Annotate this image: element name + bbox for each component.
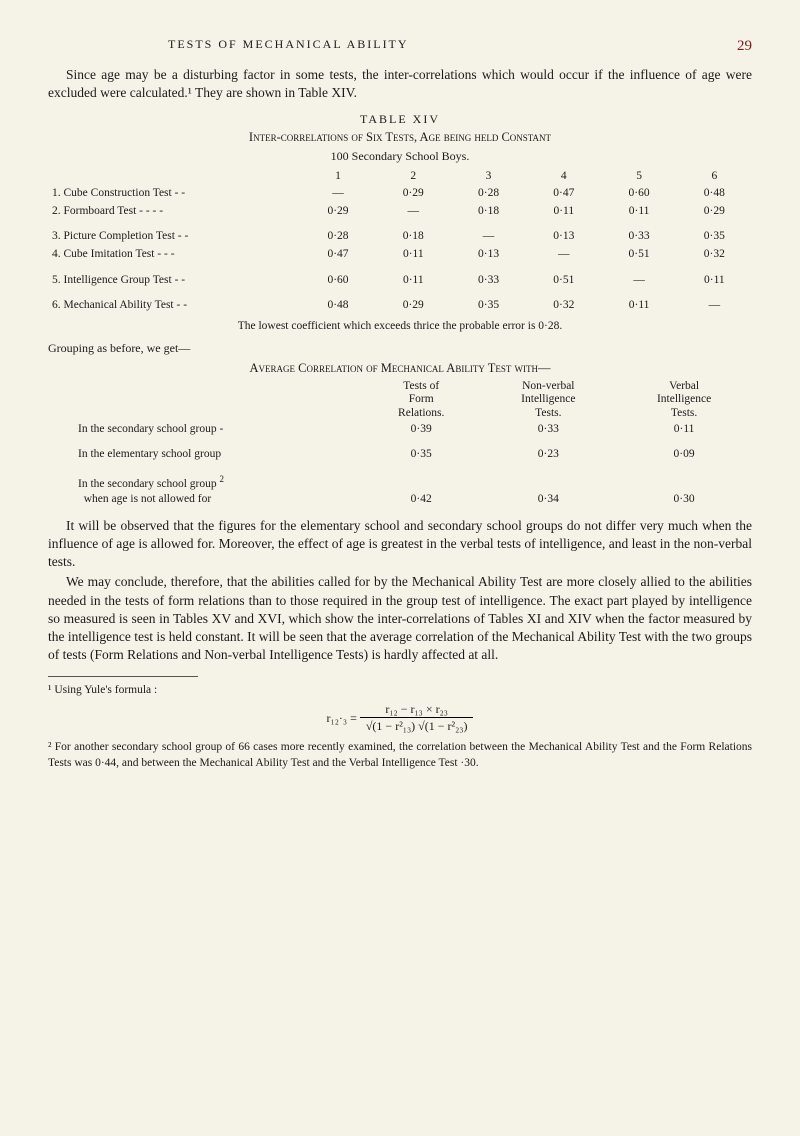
- running-title: TESTS OF MECHANICAL ABILITY: [168, 36, 409, 56]
- table14-note: The lowest coefficient which exceeds thr…: [48, 319, 752, 335]
- page-number: 29: [737, 36, 752, 56]
- table14-title: TABLE XIV: [48, 111, 752, 127]
- table-row: 2. Formboard Test - - - - 0·29 — 0·18 0·…: [48, 203, 752, 221]
- table14-head-row: 1 2 3 4 5 6: [48, 168, 752, 186]
- table-row: 1. Cube Construction Test - - — 0·29 0·2…: [48, 185, 752, 203]
- table-row: 6. Mechanical Ability Test - - 0·48 0·29…: [48, 297, 752, 315]
- intro-paragraph: Since age may be a disturbing factor in …: [48, 66, 752, 102]
- running-header: TESTS OF MECHANICAL ABILITY 29: [48, 36, 752, 56]
- table-row: 5. Intelligence Group Test - - 0·60 0·11…: [48, 272, 752, 290]
- table-row: In the secondary school group - 0·39 0·3…: [48, 421, 752, 439]
- avg-head-row: Tests ofFormRelations. Non-verbalIntelli…: [48, 379, 752, 421]
- table-row: In the elementary school group 0·35 0·23…: [48, 446, 752, 464]
- table-row: 3. Picture Completion Test - - 0·28 0·18…: [48, 228, 752, 246]
- table-row: In the secondary school group 2 when age…: [48, 472, 752, 509]
- footnote-1: ¹ Using Yule's formula : r₁₂·₃ = r₁₂ − r…: [48, 683, 752, 734]
- table14-subtitle: Inter-correlations of Six Tests, Age bei…: [48, 129, 752, 146]
- footnote-rule: [48, 676, 198, 681]
- footnote-2: ² For another secondary school group of …: [48, 740, 752, 771]
- table14: 1 2 3 4 5 6 1. Cube Construction Test - …: [48, 168, 752, 315]
- table-row: 4. Cube Imitation Test - - - 0·47 0·11 0…: [48, 246, 752, 264]
- paragraph-3: We may conclude, therefore, that the abi…: [48, 573, 752, 664]
- avg-table-title: Average Correlation of Mechanical Abilit…: [48, 360, 752, 377]
- yule-formula: r₁₂·₃ = r₁₂ − r₁₃ × r₂₃ √(1 − r²₁₃) √(1 …: [48, 701, 752, 734]
- avg-correlation-table: Tests ofFormRelations. Non-verbalIntelli…: [48, 379, 752, 509]
- paragraph-2: It will be observed that the figures for…: [48, 517, 752, 572]
- grouping-line: Grouping as before, we get—: [48, 340, 752, 356]
- table14-caption: 100 Secondary School Boys.: [48, 148, 752, 164]
